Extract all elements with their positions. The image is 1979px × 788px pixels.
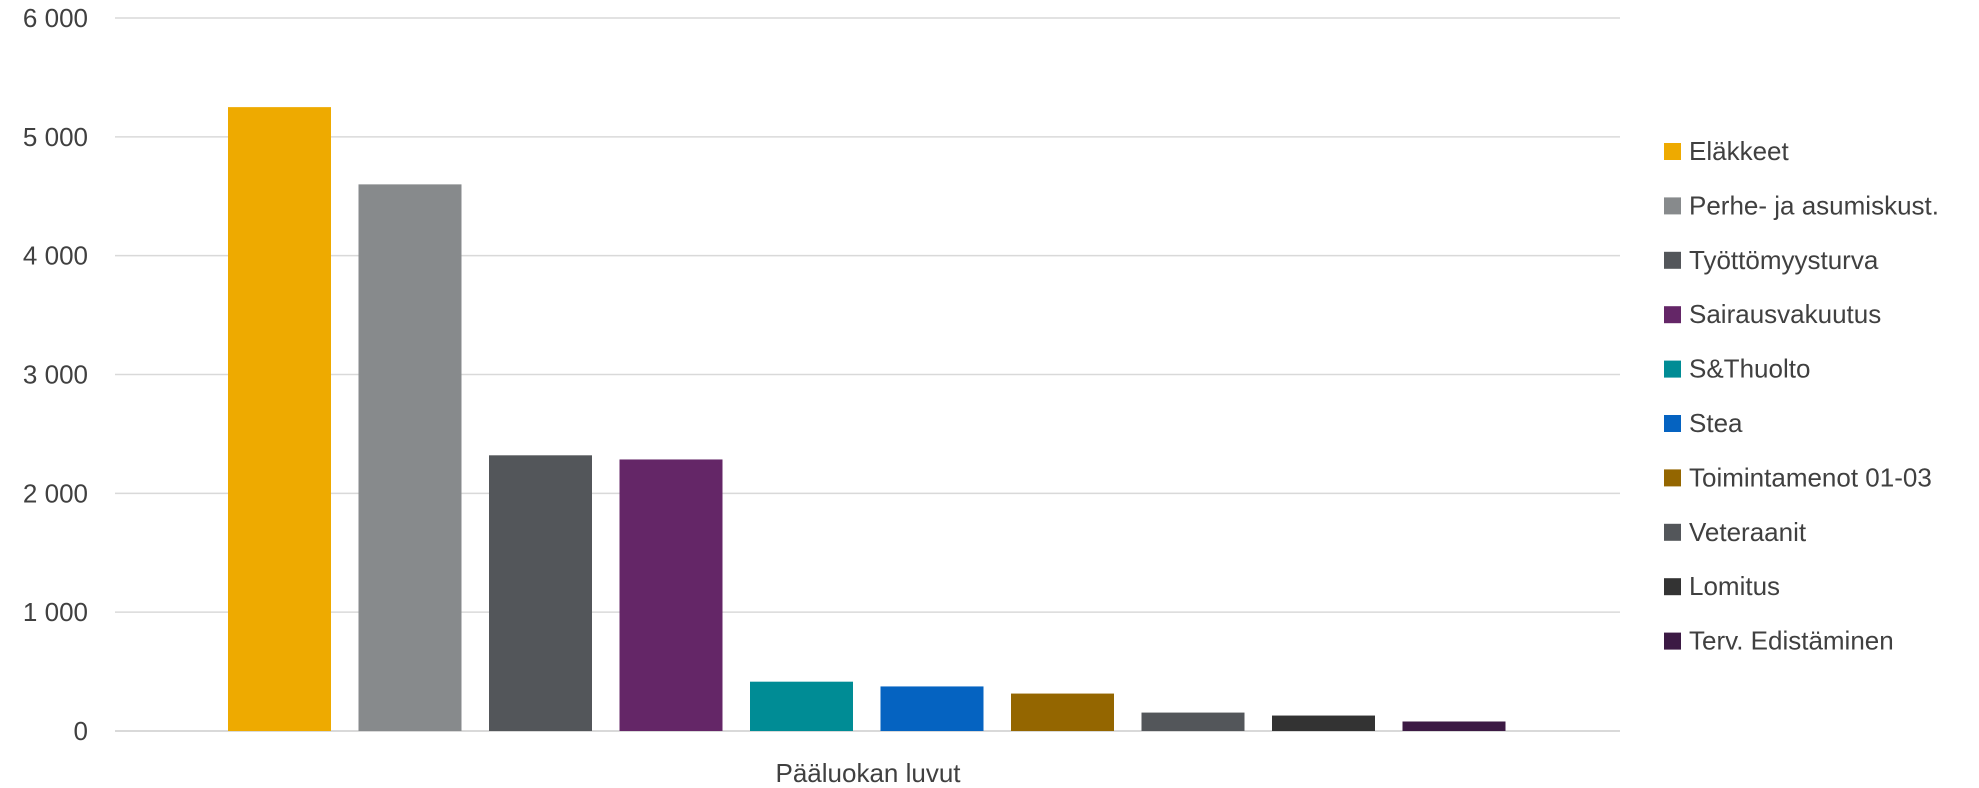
y-tick-label: 3 000: [23, 360, 88, 390]
legend-swatch: [1664, 469, 1681, 487]
legend-item: Sairausvakuutus: [1664, 299, 1881, 329]
bars: [228, 107, 1506, 731]
legend-label: Eläkkeet: [1689, 136, 1789, 166]
y-tick-label: 4 000: [23, 241, 88, 271]
y-tick-label: 6 000: [23, 3, 88, 33]
legend-label: S&Thuolto: [1689, 354, 1810, 384]
legend-item: Toimintamenot 01-03: [1664, 462, 1932, 492]
y-tick-label: 1 000: [23, 597, 88, 627]
legend-item: Veteraanit: [1664, 517, 1807, 547]
legend-swatch: [1664, 306, 1681, 324]
legend-label: Stea: [1689, 408, 1743, 438]
legend-item: Perhe- ja asumiskust.: [1664, 190, 1939, 220]
y-tick-label: 5 000: [23, 122, 88, 152]
legend-label: Veteraanit: [1689, 517, 1807, 547]
legend-swatch: [1664, 251, 1681, 269]
legend-swatch: [1664, 578, 1681, 596]
legend-label: Sairausvakuutus: [1689, 299, 1881, 329]
x-category-label: Pääluokan luvut: [775, 758, 961, 788]
legend-item: Terv. Edistäminen: [1664, 626, 1894, 656]
legend-swatch: [1664, 632, 1681, 650]
bar-s-thuolto: [750, 681, 853, 731]
legend-item: Työttömyysturva: [1664, 245, 1879, 275]
y-axis: 0 1 000 2 000 3 000 4 000 5 000 6 000: [23, 3, 88, 746]
legend-swatch: [1664, 523, 1681, 541]
bar-toimintamenot-01-03: [1011, 693, 1114, 731]
legend-label: Työttömyysturva: [1689, 245, 1879, 275]
legend: Eläkkeet Perhe- ja asumiskust. Työttömyyst…: [1664, 136, 1939, 656]
legend-label: Perhe- ja asumiskust.: [1689, 190, 1939, 220]
legend-swatch: [1664, 360, 1681, 378]
legend-item: Eläkkeet: [1664, 136, 1789, 166]
legend-label: Lomitus: [1689, 571, 1780, 601]
bar-perhe-ja-asumiskust: [358, 184, 462, 731]
bar-lomitus: [1272, 715, 1375, 731]
bar-terv-edistäminen: [1402, 721, 1506, 731]
y-tick-label: 0: [74, 716, 88, 746]
legend-label: Terv. Edistäminen: [1689, 626, 1894, 656]
legend-swatch: [1664, 143, 1681, 160]
legend-swatch: [1664, 197, 1681, 215]
bar-sairausvakuutus: [619, 459, 723, 731]
y-tick-label: 2 000: [23, 478, 88, 508]
legend-swatch: [1664, 415, 1681, 432]
legend-item: Lomitus: [1664, 571, 1780, 601]
legend-item: S&Thuolto: [1664, 354, 1810, 384]
bar-työttömyysturva: [489, 455, 592, 731]
bar-eläkkeet: [228, 107, 331, 731]
gridlines: [115, 17, 1620, 732]
bar-stea: [880, 686, 984, 731]
x-axis: Pääluokan luvut: [775, 758, 961, 788]
legend-item: Stea: [1664, 408, 1743, 438]
bar-veteraanit: [1141, 712, 1245, 731]
legend-label: Toimintamenot 01-03: [1689, 462, 1932, 492]
